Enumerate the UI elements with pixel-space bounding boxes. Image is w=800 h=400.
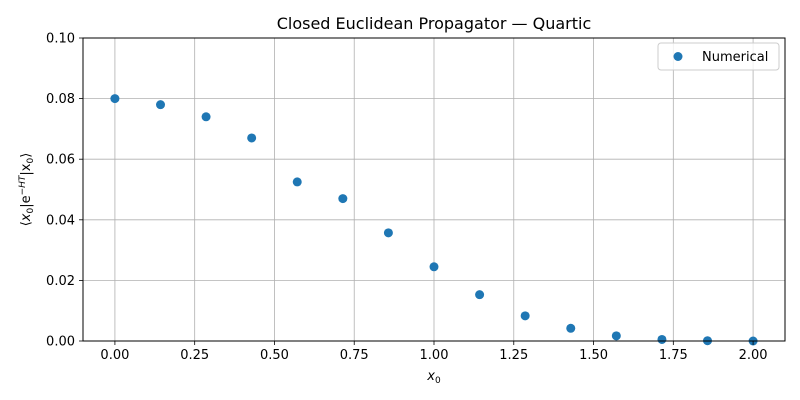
y-tick-label: 0.10 <box>46 32 75 47</box>
data-point <box>475 290 485 300</box>
data-point <box>566 323 576 333</box>
x-tick-label: 0.75 <box>340 348 369 363</box>
legend-label: Numerical <box>702 50 768 65</box>
data-point <box>292 177 302 187</box>
x-tick-label: 0.25 <box>180 348 209 363</box>
y-axis-label: ⟨x0|e−HT|x0⟩ <box>18 153 36 227</box>
data-point <box>383 228 393 238</box>
x-tick-label: 1.25 <box>499 348 528 363</box>
data-point <box>611 331 621 341</box>
chart-title: Closed Euclidean Propagator — Quartic <box>277 14 592 33</box>
grid <box>83 37 785 342</box>
legend: Numerical <box>657 42 780 71</box>
y-tick-label: 0.08 <box>46 92 75 107</box>
legend-box <box>657 42 780 71</box>
x-tick-label: 0.00 <box>100 348 129 363</box>
x-tick-label: 0.50 <box>260 348 289 363</box>
axis-ticks: 0.00 0.25 0.50 0.75 1.00 1.25 1.50 1.75 2.00 0.00… <box>46 32 768 364</box>
data-point <box>201 112 211 122</box>
x-axis-label: x0 <box>426 369 441 386</box>
y-tick-label: 0.00 <box>46 335 75 350</box>
data-point <box>338 194 348 204</box>
x-tick-label: 1.50 <box>579 348 608 363</box>
data-point <box>110 94 120 104</box>
data-point <box>657 334 667 344</box>
data-point <box>156 100 166 110</box>
y-tick-label: 0.02 <box>46 274 75 289</box>
data-point <box>247 133 257 143</box>
x-tick-label: 1.75 <box>659 348 688 363</box>
x-tick-label: 2.00 <box>739 348 768 363</box>
data-point <box>520 311 530 321</box>
data-points <box>110 94 758 346</box>
legend-marker <box>673 52 683 61</box>
x-tick-label: 1.00 <box>420 348 449 363</box>
y-tick-label: 0.06 <box>46 153 75 168</box>
data-point <box>429 262 439 272</box>
y-tick-label: 0.04 <box>46 213 75 228</box>
